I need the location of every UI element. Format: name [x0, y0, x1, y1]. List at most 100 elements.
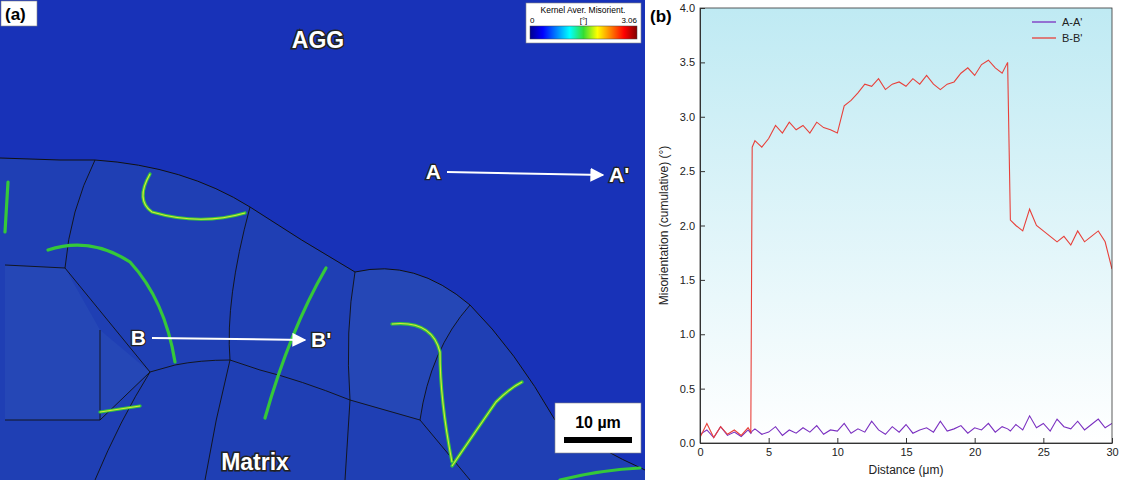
panel-label-box	[1, 1, 37, 26]
grain-boundary	[345, 272, 355, 480]
x-tick-label: 0	[697, 446, 703, 458]
x-tick-mark	[837, 438, 838, 443]
y-axis: 0.0 0.5 1.0 1.5 2.0 2.5 3.0 3.5 4.0	[680, 2, 705, 449]
y-tick: 1.0	[680, 328, 705, 340]
legend-swatch	[1032, 21, 1056, 22]
x-tick-label: 5	[766, 446, 772, 458]
grain-shade	[5, 265, 100, 420]
legend-label: A-A'	[1062, 16, 1082, 28]
series-line	[700, 416, 1112, 438]
y-tick-label: 0.0	[680, 437, 695, 449]
series-group	[700, 60, 1112, 437]
x-tick: 10	[832, 438, 844, 458]
y-tick: 1.5	[680, 274, 705, 286]
y-tick-mark	[700, 62, 705, 63]
x-tick-label: 10	[832, 446, 844, 458]
low-angle-boundary-core	[100, 406, 140, 412]
colorbar-title: Kernel Aver. Misorient.	[541, 5, 626, 15]
y-tick-mark	[700, 8, 705, 9]
x-axis-title: Distance (μm)	[869, 463, 944, 477]
panel-label: (a)	[5, 5, 26, 24]
low-angle-boundary	[560, 468, 640, 480]
y-tick: 2.5	[680, 165, 705, 177]
y-tick-mark	[700, 117, 705, 118]
x-tick-mark	[1112, 438, 1113, 443]
y-tick: 2.0	[680, 220, 705, 232]
low-angle-boundary	[48, 245, 175, 362]
matrix-region	[0, 158, 645, 480]
y-axis-title: Misorientation (cumulative) (°)	[657, 146, 671, 306]
x-tick-label: 20	[969, 446, 981, 458]
profile-arrow	[447, 172, 603, 175]
x-axis: 0 5 10 15 20 25 30	[697, 438, 1118, 458]
y-tick-mark	[700, 389, 705, 390]
colorbar-tick-label: 0	[530, 16, 535, 25]
x-tick-mark	[906, 438, 907, 443]
y-tick-mark	[700, 334, 705, 335]
y-tick-mark	[700, 226, 705, 227]
y-tick-label: 2.0	[680, 220, 695, 232]
y-tick-label: 1.0	[680, 328, 695, 340]
y-tick: 3.0	[680, 111, 705, 123]
x-tick-label: 25	[1038, 446, 1050, 458]
profile-start-label: A	[426, 160, 441, 183]
grain-boundary	[65, 160, 95, 268]
colorbar-gradient	[530, 26, 637, 39]
y-tick-label: 2.5	[680, 165, 695, 177]
legend-swatch	[1032, 37, 1056, 38]
scale-bar	[564, 437, 632, 443]
low-angle-boundary-core	[392, 324, 452, 462]
legend-label: B-B'	[1062, 32, 1082, 44]
profile-end-label: B'	[311, 328, 331, 351]
panel-label: (b)	[650, 7, 672, 26]
y-tick-mark	[700, 443, 705, 444]
map-background	[0, 0, 645, 480]
low-angle-boundary	[5, 182, 8, 232]
y-tick: 4.0	[680, 2, 705, 14]
region-label: AGG	[292, 27, 344, 53]
colorbar-box	[526, 3, 641, 43]
plot-background	[700, 8, 1112, 443]
x-tick: 15	[900, 438, 912, 458]
x-tick-label: 15	[900, 446, 912, 458]
x-tick: 30	[1106, 438, 1118, 458]
y-tick: 0.5	[680, 383, 705, 395]
series-line	[700, 60, 1112, 437]
profile-end-label: A'	[609, 163, 629, 186]
line-chart-panel: 0 5 10 15 20 25 30 0.0 0.5 1.0 1.5 2.0 2.5 3.0 3.5 4.0 D…	[650, 2, 1119, 477]
colorbar-tick-label: 3.06	[621, 16, 637, 25]
scale-bar-box	[555, 403, 641, 453]
y-tick-label: 0.5	[680, 383, 695, 395]
x-tick-mark	[769, 438, 770, 443]
y-tick-label: 4.0	[680, 2, 695, 14]
y-tick: 3.5	[680, 56, 705, 68]
region-label: Matrix	[221, 449, 289, 475]
y-tick-mark	[700, 280, 705, 281]
y-tick-label: 3.0	[680, 111, 695, 123]
x-tick-mark	[1043, 438, 1044, 443]
x-tick-label: 30	[1106, 446, 1118, 458]
figure: AGG Matrix A A' B B' Kernel Aver. Misorient.[°…	[0, 0, 1129, 480]
low-angle-boundary	[452, 382, 522, 466]
map-image	[0, 0, 645, 480]
x-tick: 20	[969, 438, 981, 458]
profile-arrow	[152, 338, 305, 340]
profile-start-label: B	[131, 326, 146, 349]
y-tick: 0.0	[680, 437, 705, 449]
kam-map-panel: AGG Matrix A A' B B' Kernel Aver. Misorient.[°…	[0, 0, 645, 480]
x-tick: 25	[1038, 438, 1050, 458]
x-tick: 5	[766, 438, 772, 458]
y-tick-mark	[700, 171, 705, 172]
plot-frame	[700, 8, 1112, 443]
low-angle-boundary	[392, 324, 452, 462]
colorbar-unit: [°]	[580, 16, 588, 25]
grain-boundary	[5, 265, 175, 372]
legend: A-A' B-B'	[1032, 16, 1082, 44]
grain-boundary	[5, 372, 150, 420]
low-angle-boundary	[100, 406, 140, 412]
x-axis-line	[701, 443, 1113, 444]
low-angle-boundary	[143, 174, 245, 219]
low-angle-boundary-core	[452, 382, 522, 466]
grain-boundary	[100, 330, 101, 420]
scale-bar-label: 10 µm	[575, 414, 621, 431]
